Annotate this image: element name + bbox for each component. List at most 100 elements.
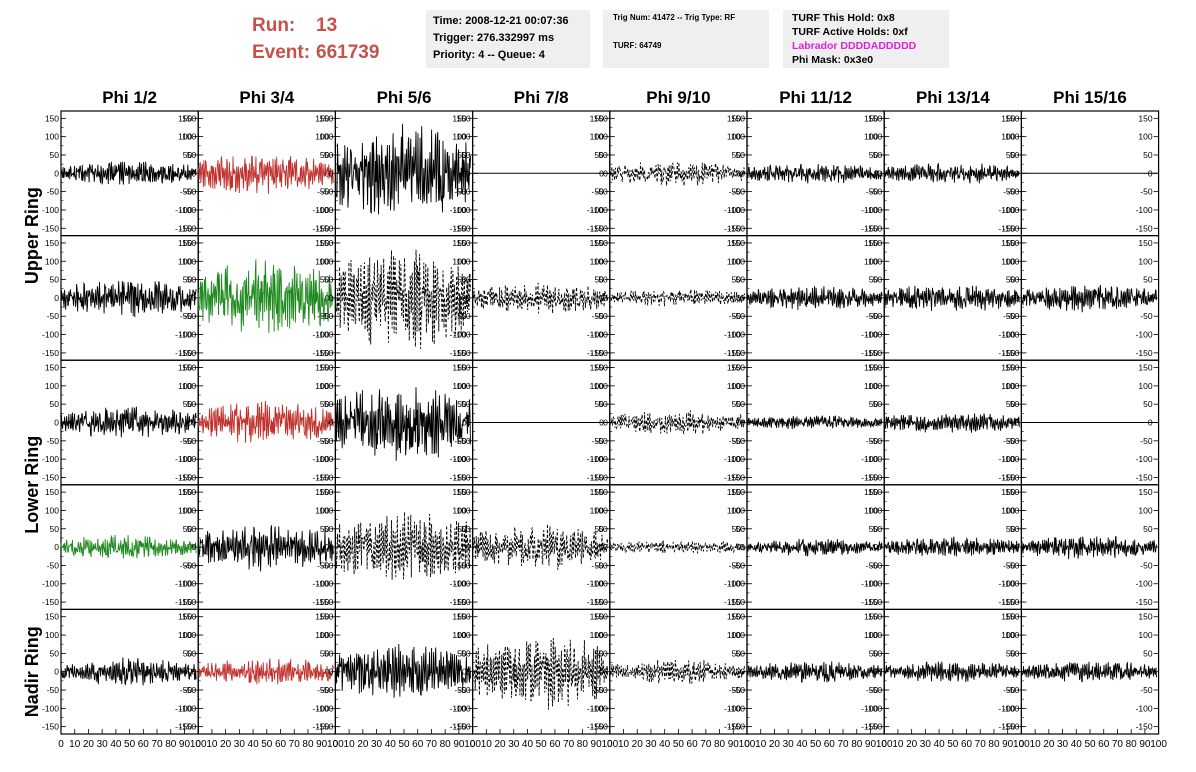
y-tick-label: -50 (47, 560, 60, 570)
y-tick-label: -150 (865, 597, 882, 607)
y-tick-label: -150 (1002, 348, 1019, 358)
x-tick-label: 60 (549, 739, 561, 750)
y-tick-label: 50 (594, 275, 604, 285)
y-tick-label: 50 (1006, 524, 1016, 534)
y-tick-label: 150 (182, 612, 196, 622)
y-tick-label: 50 (320, 399, 330, 409)
waveform-trace (609, 540, 746, 554)
waveform-trace (883, 661, 1020, 683)
y-tick-label: -50 (458, 436, 471, 446)
y-tick-label: 100 (319, 132, 333, 142)
waveform-trace (197, 525, 334, 572)
waveform-trace (746, 286, 883, 310)
y-tick-label: 100 (315, 630, 329, 640)
y-tick-label: 100 (594, 256, 608, 266)
y-tick-label: 100 (731, 505, 745, 515)
y-tick-label: -100 (450, 454, 467, 464)
waveform-trace (609, 659, 746, 684)
y-tick-label: -150 (591, 597, 608, 607)
y-tick-label: -100 (1002, 579, 1019, 589)
y-tick-label: 150 (727, 363, 741, 373)
y-tick-label: 100 (731, 630, 745, 640)
y-tick-label: 150 (45, 487, 59, 497)
y-tick-label: 50 (869, 524, 879, 534)
x-tick-label: 80 (714, 739, 726, 750)
waveform-trace (883, 413, 1020, 433)
y-tick-label: 50 (324, 150, 334, 160)
waveform-trace (198, 658, 334, 685)
y-tick-label: 100 (590, 132, 604, 142)
y-tick-label: 100 (452, 256, 466, 266)
y-tick-label: 50 (873, 399, 883, 409)
y-tick-label: -150 (1002, 223, 1019, 233)
y-tick-label: 150 (1005, 363, 1019, 373)
y-tick-label: -50 (592, 436, 605, 446)
y-tick-label: -100 (587, 205, 604, 215)
waveform-trace (1020, 535, 1157, 560)
y-tick-label: -150 (179, 348, 196, 358)
y-tick-label: 0 (191, 667, 196, 677)
phi-mask-text: Phi Mask: 0x3e0 (792, 54, 874, 66)
y-tick-label: 100 (1138, 132, 1152, 142)
y-tick-label: 150 (456, 612, 470, 622)
y-tick-label: -100 (1002, 454, 1019, 464)
y-tick-label: 150 (315, 238, 329, 248)
y-tick-label: -50 (47, 187, 60, 197)
y-tick-label: 150 (731, 238, 745, 248)
y-tick-label: -50 (870, 685, 883, 695)
y-tick-label: 150 (864, 363, 878, 373)
x-tick-label: 0 (744, 739, 750, 750)
x-tick-label: 70 (700, 739, 712, 750)
time-text: Time: 2008-12-21 00:07:36 (433, 15, 569, 27)
y-tick-label: -100 (728, 579, 745, 589)
y-tick-label: -150 (179, 472, 196, 482)
y-tick-label: -150 (724, 722, 741, 732)
y-tick-label: 50 (736, 524, 746, 534)
y-tick-label: -150 (865, 722, 882, 732)
waveform-trace (334, 249, 471, 349)
y-tick-label: 50 (736, 399, 746, 409)
ring-label: Lower Ring (22, 436, 42, 534)
y-tick-label: 100 (45, 505, 59, 515)
y-tick-label: -100 (312, 330, 329, 340)
y-tick-label: 50 (187, 648, 197, 658)
y-tick-label: -150 (179, 223, 196, 233)
y-tick-label: -100 (175, 330, 192, 340)
y-tick-label: 150 (182, 363, 196, 373)
y-tick-label: -150 (865, 223, 882, 233)
y-tick-label: 0 (54, 418, 59, 428)
y-tick-label: 100 (45, 381, 59, 391)
y-tick-label: -150 (450, 472, 467, 482)
y-tick-label: -100 (454, 703, 471, 713)
y-tick-label: -150 (42, 472, 59, 482)
y-tick-label: 100 (590, 505, 604, 515)
y-tick-label: -50 (47, 436, 60, 446)
y-tick-label: 150 (319, 612, 333, 622)
y-tick-label: -100 (865, 454, 882, 464)
x-tick-label: 30 (920, 739, 932, 750)
y-tick-label: 100 (868, 505, 882, 515)
y-tick-label: -50 (180, 187, 193, 197)
y-tick-label: 50 (869, 648, 879, 658)
y-tick-label: 50 (869, 399, 879, 409)
y-tick-label: 0 (603, 293, 608, 303)
y-tick-label: -50 (866, 187, 879, 197)
y-tick-label: -100 (861, 205, 878, 215)
y-tick-label: -150 (316, 472, 333, 482)
y-tick-label: -150 (179, 722, 196, 732)
y-tick-label: 100 (319, 505, 333, 515)
turf-active-text: TURF Active Holds: 0xf (792, 26, 908, 38)
y-tick-label: -150 (728, 348, 745, 358)
y-tick-label: 150 (1138, 363, 1152, 373)
y-tick-label: 100 (182, 505, 196, 515)
y-tick-label: 50 (594, 399, 604, 409)
y-tick-label: 50 (320, 648, 330, 658)
column-title: Phi 15/16 (1053, 88, 1127, 107)
